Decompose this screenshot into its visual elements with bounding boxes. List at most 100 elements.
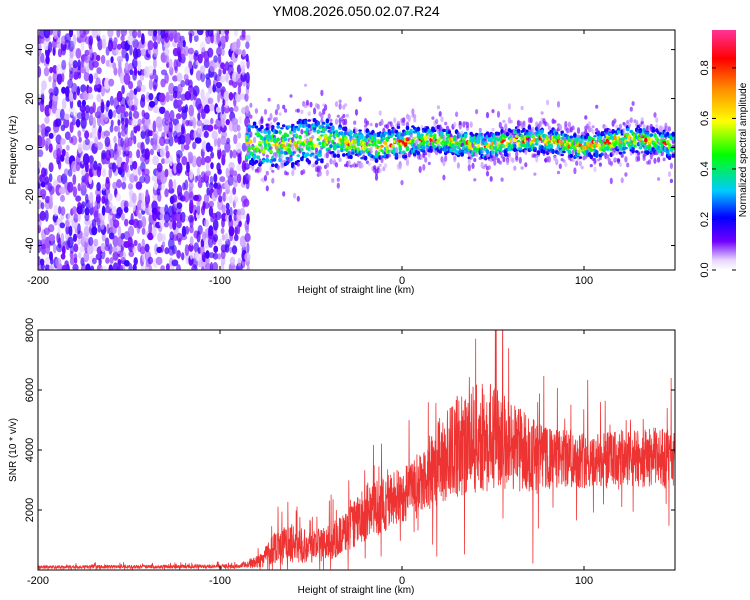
heatmap-cell xyxy=(378,110,382,116)
heatmap-cell xyxy=(159,213,165,221)
heatmap-cell xyxy=(67,168,73,177)
heatmap-cell xyxy=(59,222,66,229)
heatmap-cell xyxy=(221,234,226,241)
heatmap-cell xyxy=(127,183,134,190)
heatmap-cell xyxy=(291,145,295,151)
heatmap-cell xyxy=(509,119,513,124)
heatmap-cell xyxy=(237,85,242,95)
heatmap-cell xyxy=(463,133,468,137)
heatmap-cell xyxy=(353,120,357,125)
heatmap-cell xyxy=(533,149,537,153)
heatmap-cell xyxy=(153,57,157,69)
heatmap-cell xyxy=(227,64,234,76)
heatmap-cell xyxy=(338,157,342,162)
heatmap-cell xyxy=(92,116,96,129)
heatmap-cell xyxy=(160,265,165,270)
heatmap-cell xyxy=(119,250,126,261)
heatmap-cell xyxy=(188,214,195,223)
heatmap-cell xyxy=(224,30,230,36)
heatmap-cell xyxy=(409,128,413,133)
heatmap-cell xyxy=(438,111,442,117)
heatmap-cell xyxy=(143,112,150,120)
heatmap-cell xyxy=(225,192,229,202)
heatmap-cell xyxy=(278,112,282,116)
heatmap-cell xyxy=(141,227,146,235)
heatmap-cell xyxy=(119,96,126,107)
heatmap-cell xyxy=(181,225,187,238)
heatmap-cell xyxy=(112,181,117,190)
heatmap-cell xyxy=(236,163,242,171)
heatmap-cell xyxy=(549,145,553,149)
heatmap-cell xyxy=(95,77,101,89)
heatmap-cell xyxy=(269,139,273,143)
heatmap-cell xyxy=(325,118,330,124)
heatmap-cell xyxy=(133,135,137,145)
heatmap-cell xyxy=(513,143,517,149)
heatmap-cell xyxy=(471,162,475,169)
heatmap-cell xyxy=(44,168,48,177)
heatmap-cell xyxy=(396,125,401,129)
heatmap-cell xyxy=(245,162,249,168)
heatmap-cell xyxy=(140,130,146,140)
heatmap-cell xyxy=(139,176,146,184)
heatmap-cell xyxy=(671,131,675,137)
y-tick-label: 2000 xyxy=(24,498,36,522)
heatmap-cell xyxy=(274,109,278,116)
heatmap-cell xyxy=(49,251,53,261)
heatmap-cell xyxy=(233,105,239,112)
heatmap-cell xyxy=(239,207,246,216)
heatmap-cell xyxy=(422,149,426,153)
heatmap-cell xyxy=(476,138,481,145)
heatmap-cell xyxy=(69,257,75,266)
heatmap-cell xyxy=(476,145,481,149)
heatmap-cell xyxy=(318,165,322,172)
heatmap-cell xyxy=(121,213,125,221)
heatmap-cell xyxy=(148,222,153,235)
heatmap-cell xyxy=(249,114,253,119)
heatmap-cell xyxy=(218,68,222,77)
heatmap-cell xyxy=(238,116,242,124)
heatmap-cell xyxy=(163,30,169,39)
x-tick-label: 0 xyxy=(399,275,405,287)
heatmap-cell xyxy=(116,30,121,38)
heatmap-cell xyxy=(128,250,135,258)
heatmap-cell xyxy=(296,160,301,163)
heatmap-cell xyxy=(76,30,81,39)
heatmap-cell xyxy=(269,146,273,150)
heatmap-cell xyxy=(667,126,672,132)
heatmap-cell xyxy=(131,192,137,204)
heatmap-cell xyxy=(96,141,103,151)
heatmap-cell xyxy=(159,146,166,158)
heatmap-cell xyxy=(239,60,246,70)
heatmap-cell xyxy=(164,53,169,64)
heatmap-cell xyxy=(164,110,171,122)
heatmap-cell xyxy=(60,173,68,185)
heatmap-cell xyxy=(153,181,158,191)
heatmap-cell xyxy=(252,154,257,160)
heatmap-cell xyxy=(194,137,202,144)
heatmap-cell xyxy=(569,153,574,158)
heatmap-cell xyxy=(188,47,194,55)
heatmap-cell xyxy=(83,143,91,151)
heatmap-cell xyxy=(280,127,284,130)
heatmap-cell xyxy=(613,135,617,141)
heatmap-cell xyxy=(56,73,63,85)
heatmap-cell xyxy=(132,246,137,253)
heatmap-cell xyxy=(500,153,504,159)
heatmap-cell xyxy=(595,104,599,109)
heatmap-cell xyxy=(208,85,213,95)
heatmap-cell xyxy=(485,170,490,177)
heatmap-cell xyxy=(108,78,115,87)
heatmap-cell xyxy=(183,190,190,203)
heatmap-cell xyxy=(303,83,308,87)
heatmap-cell xyxy=(363,155,368,161)
heatmap-cell xyxy=(70,135,78,146)
heatmap-cell xyxy=(496,132,501,135)
heatmap-cell xyxy=(653,132,657,138)
heatmap-cell xyxy=(168,58,173,70)
heatmap-cell xyxy=(424,152,428,156)
heatmap-cell xyxy=(80,117,87,129)
heatmap-cell xyxy=(422,164,426,171)
heatmap-cell xyxy=(558,124,562,130)
heatmap-cell xyxy=(224,141,231,153)
